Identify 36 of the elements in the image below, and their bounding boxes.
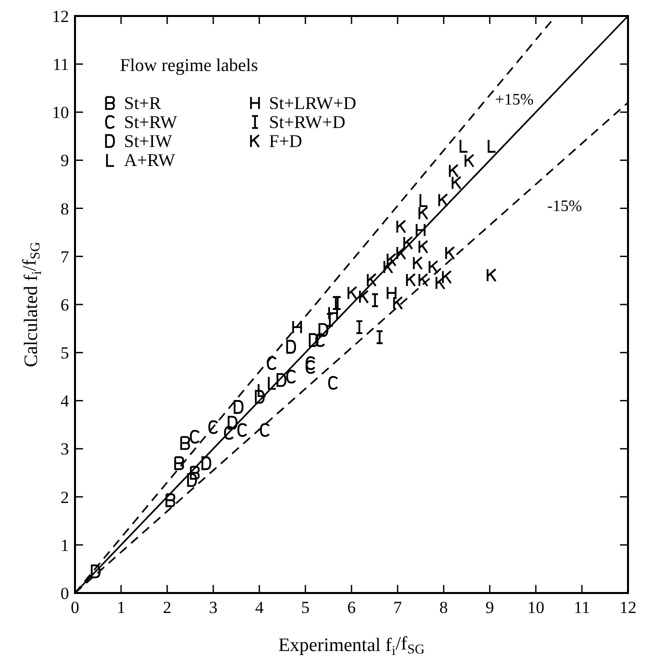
- x-tick-label: 11: [574, 598, 590, 617]
- y-tick-label: 7: [60, 247, 70, 266]
- x-tick-label: 8: [439, 598, 448, 617]
- legend-label: A+RW: [124, 150, 176, 170]
- legend-label: St+IW: [124, 131, 172, 151]
- x-tick-label: 6: [347, 598, 356, 617]
- y-tick-label: 3: [60, 440, 69, 459]
- legend-label: St+R: [124, 93, 162, 113]
- y-tick-label: 11: [52, 55, 69, 74]
- x-tick-label: 1: [116, 598, 126, 617]
- legend-title: Flow regime labels: [120, 55, 258, 75]
- x-tick-label: 12: [620, 598, 636, 617]
- legend-label: F+D: [269, 131, 302, 151]
- x-tick-label: 9: [486, 598, 494, 617]
- x-axis-title: Experimental f$_{i}$/f$_{SG}$: [278, 633, 425, 658]
- annotation: -15%: [547, 198, 582, 215]
- y-tick-label: 12: [52, 6, 69, 26]
- y-tick-label: 4: [60, 392, 70, 411]
- legend-label: St+RW+D: [269, 112, 346, 132]
- y-tick-label: 8: [60, 199, 69, 218]
- x-tick-label: 4: [255, 598, 264, 617]
- y-tick-label: 1: [60, 536, 69, 555]
- y-tick-label: 2: [60, 488, 69, 507]
- x-tick-label: 3: [209, 598, 218, 617]
- x-tick-label: 7: [393, 598, 402, 617]
- y-tick-label: 5: [60, 344, 69, 363]
- y-tick-label: 10: [52, 103, 69, 122]
- x-tick-label: 2: [162, 598, 172, 617]
- annotation: +15%: [495, 91, 534, 108]
- legend-label: St+RW: [124, 112, 178, 132]
- x-tick-label: 10: [527, 598, 544, 617]
- legend-label: St+LRW+D: [269, 93, 356, 113]
- y-tick-label: 0: [60, 584, 69, 603]
- y-tick-label: 9: [60, 151, 69, 170]
- x-tick-label: 5: [301, 598, 310, 617]
- y-tick-label: 6: [60, 295, 69, 314]
